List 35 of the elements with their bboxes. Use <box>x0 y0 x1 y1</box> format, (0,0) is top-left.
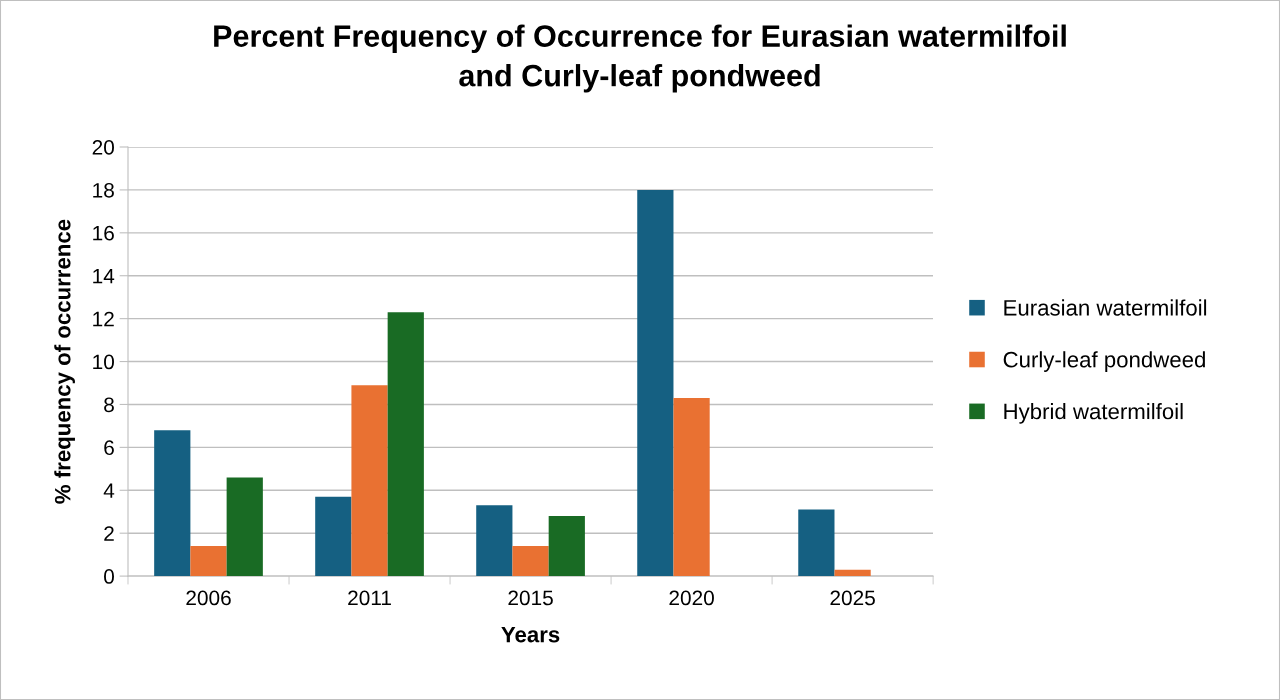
y-tick-label: 20 <box>92 140 114 155</box>
y-tick-label: 6 <box>104 440 114 456</box>
x-tick-label: 2015 <box>508 590 553 606</box>
x-tick-label: 2011 <box>348 590 391 606</box>
bar <box>315 496 352 577</box>
bar <box>351 385 388 577</box>
y-tick-label: 12 <box>93 311 114 327</box>
y-tick-label: 4 <box>103 483 115 498</box>
x-tick-label: 2025 <box>830 590 875 606</box>
bar <box>154 430 191 577</box>
y-tick-label: 2 <box>104 526 114 541</box>
chart-title: Percent Frequency of Occurrence for Eurasian watermilfoil and Curly-leaf pondweed <box>214 24 1066 93</box>
bar <box>190 546 227 577</box>
legend-label: Curly-leaf pondweed <box>1003 351 1205 372</box>
y-tick-label: 10 <box>93 354 114 370</box>
y-tick-label: 18 <box>93 182 114 198</box>
y-tick-label: 14 <box>93 268 115 284</box>
y-tick-label: 16 <box>93 225 114 241</box>
y-tick-label: 8 <box>104 397 114 413</box>
bar <box>387 312 424 577</box>
bar <box>673 398 710 577</box>
x-tick-label: 2006 <box>186 590 231 606</box>
y-tick-label: 0 <box>104 569 114 584</box>
bar <box>548 516 585 577</box>
bar <box>226 477 263 577</box>
bar <box>834 569 871 577</box>
bar <box>798 509 835 577</box>
legend-label: Hybrid watermilfoil <box>1004 403 1183 424</box>
bar <box>512 546 549 577</box>
bar <box>637 189 674 577</box>
legend-label: Eurasian watermilfoil <box>1004 299 1207 316</box>
x-tick-label: 2020 <box>669 590 714 606</box>
bar <box>476 505 513 577</box>
y-axis-title: % frequency of occurrence <box>54 219 75 504</box>
x-axis-title: Years <box>501 626 560 643</box>
